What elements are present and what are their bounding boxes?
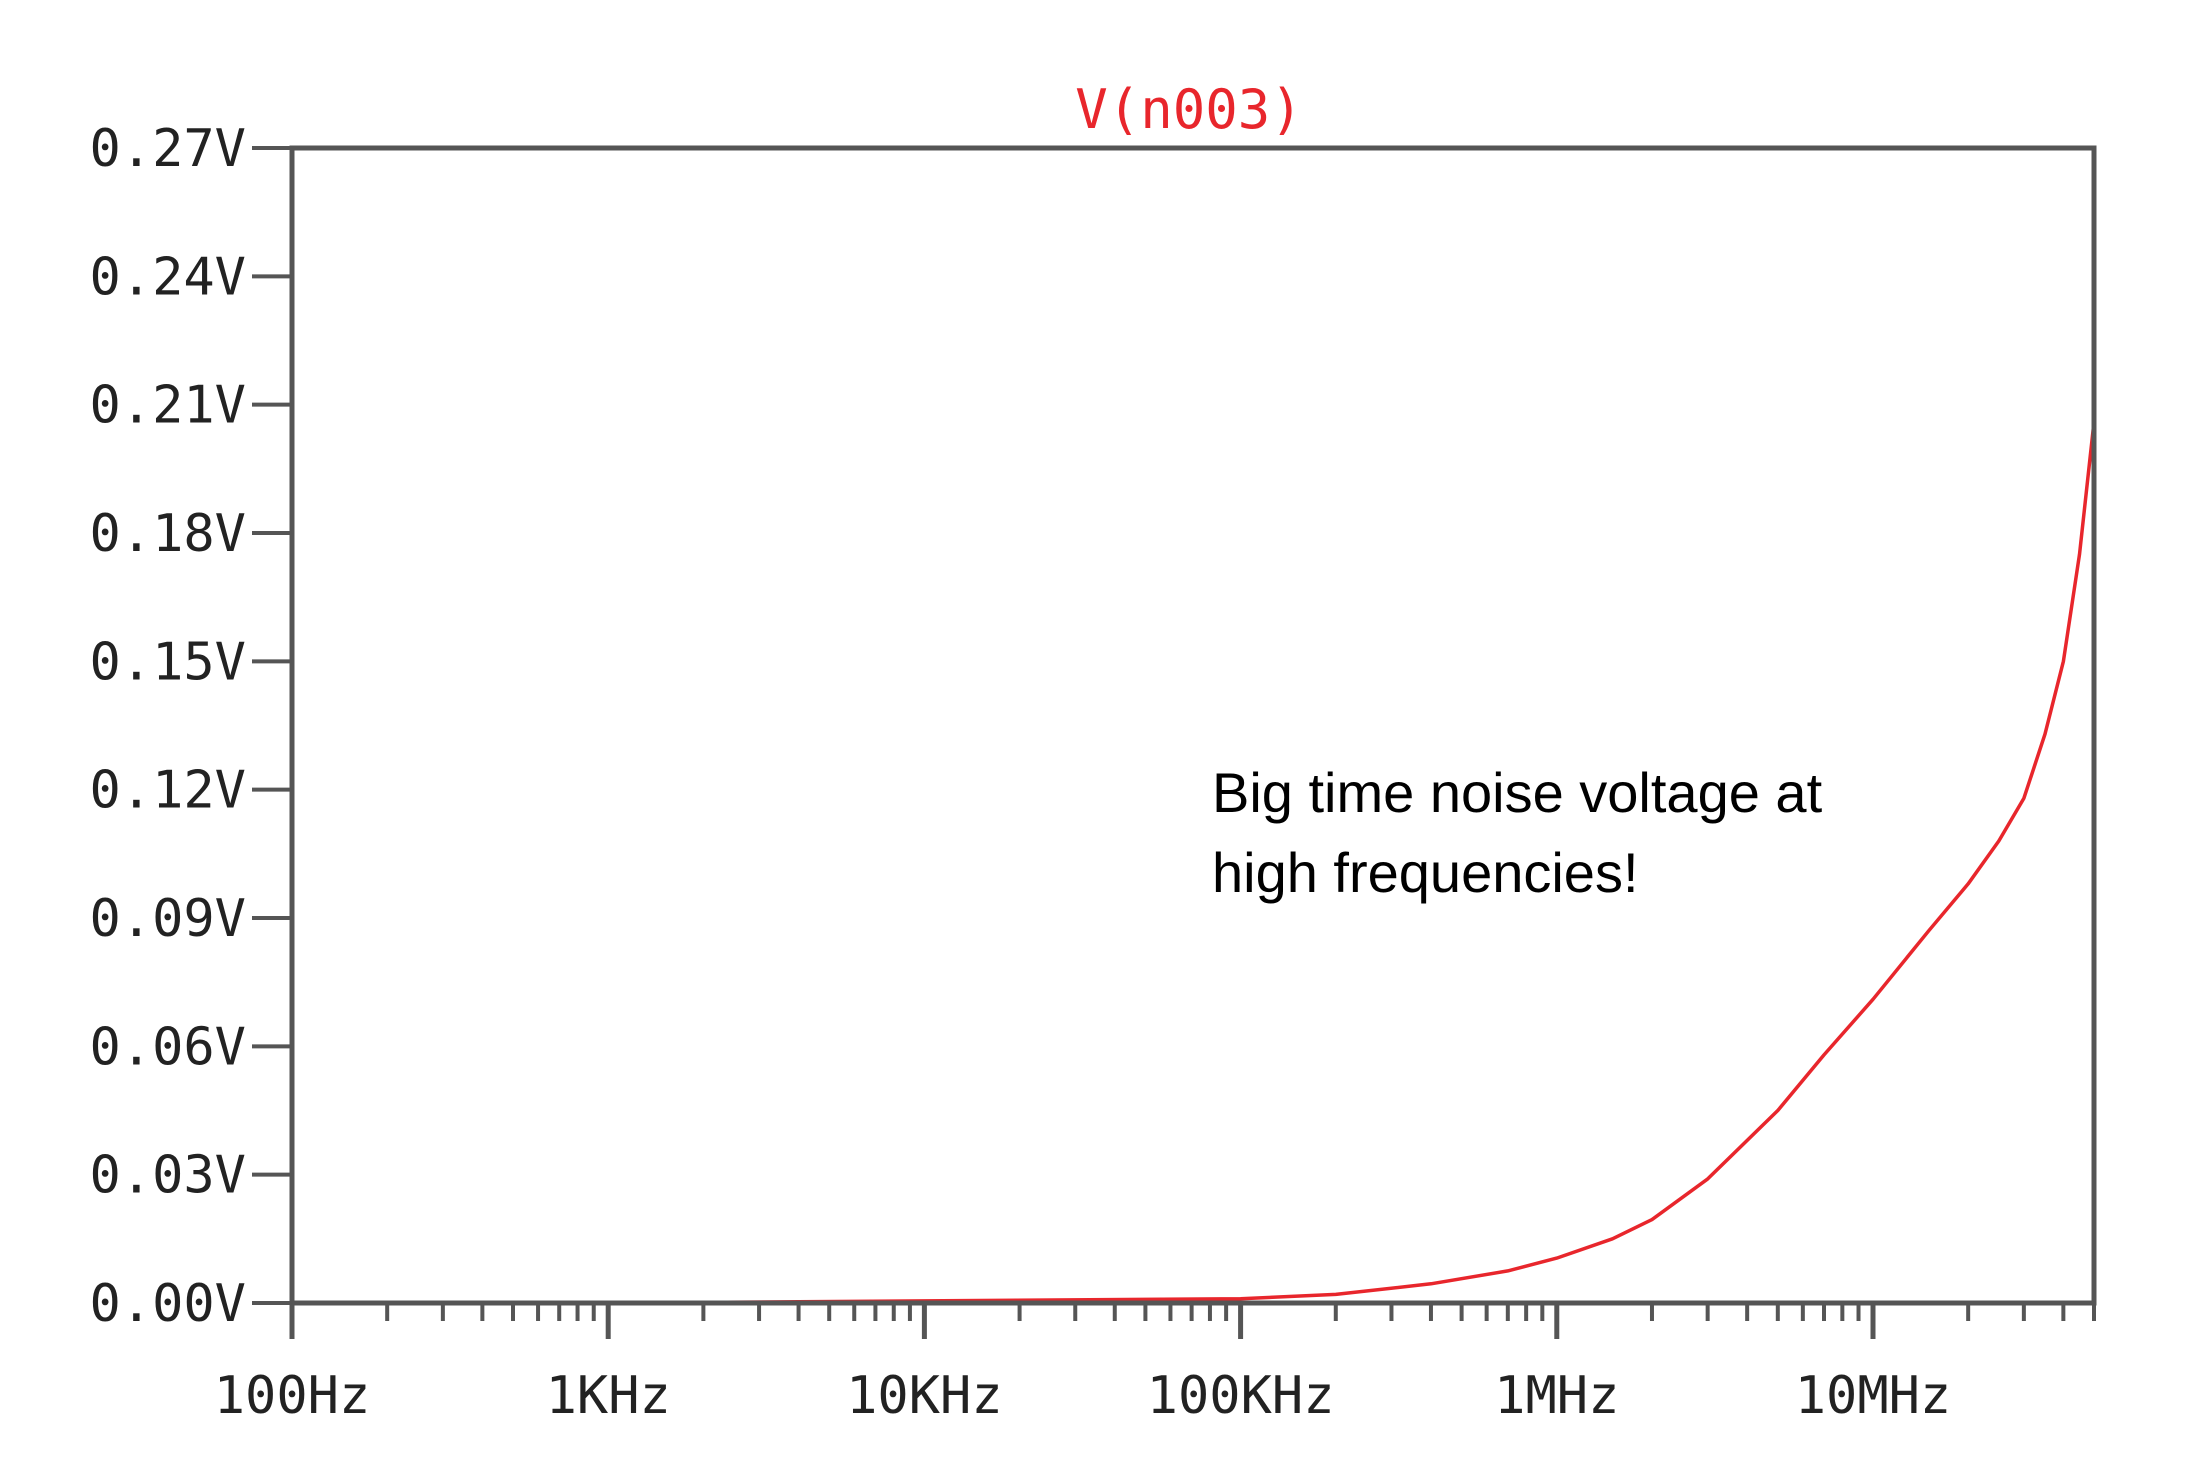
y-tick-label: 0.18V [89, 504, 246, 564]
chart-title: V(n003) [1075, 78, 1303, 141]
y-tick-label: 0.21V [89, 376, 246, 436]
y-tick-label: 0.12V [89, 761, 246, 821]
y-tick-label: 0.06V [89, 1017, 246, 1077]
x-tick-label: 10KHz [846, 1366, 1003, 1426]
y-tick-label: 0.24V [89, 247, 246, 307]
x-axis: 100Hz 1KHz 10KHz 100KHz 1MHz 10MHz [214, 1303, 2096, 1426]
y-tick-label: 0.15V [89, 632, 246, 692]
annotation: Big time noise voltage at high frequencie… [1212, 761, 1823, 904]
y-tick-label: 0.09V [89, 889, 246, 949]
y-tick-label: 0.27V [89, 119, 246, 179]
x-tick-label: 10MHz [1795, 1366, 1952, 1426]
y-axis: 0.00V 0.03V 0.06V 0.09V 0.12V 0.15V 0.18V 0.21V… [89, 119, 292, 1334]
x-tick-label: 100Hz [214, 1366, 371, 1426]
x-tick-label: 100KHz [1147, 1366, 1335, 1426]
plot-frame [289, 145, 2097, 1306]
series-layer [292, 421, 2096, 1305]
series-line [292, 421, 2096, 1305]
x-tick-label: 1MHz [1494, 1366, 1619, 1426]
y-tick-label: 0.03V [89, 1146, 246, 1206]
x-tick-label: 1KHz [546, 1366, 671, 1426]
y-tick-label: 0.00V [89, 1274, 246, 1334]
